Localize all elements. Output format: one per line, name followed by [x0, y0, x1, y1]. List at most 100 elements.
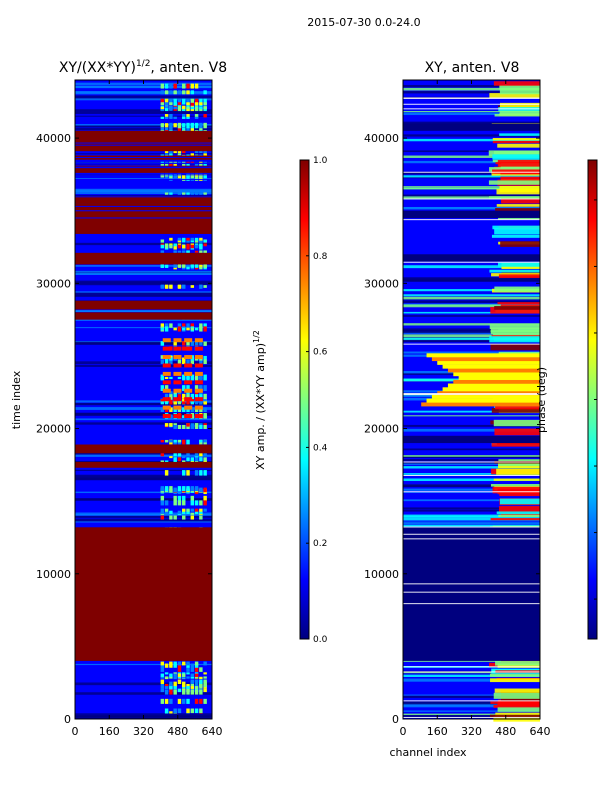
heatmap2-cell: [494, 228, 540, 235]
heatmap2-cell: [499, 185, 540, 192]
heatmap1-cell: [199, 122, 203, 129]
heatmap1-feature: [184, 338, 193, 343]
heatmap1-cell: [194, 98, 199, 105]
heatmap1-streak: [75, 682, 212, 686]
heatmap1-cell: [203, 688, 207, 693]
heatmap1-streak: [75, 291, 212, 293]
heatmap1-cell: [186, 698, 190, 704]
heatmap1-streak: [75, 713, 212, 716]
heatmap1-cell: [199, 284, 203, 289]
heatmap1-cell: [169, 711, 173, 714]
heatmap1-cell: [182, 407, 186, 413]
colorbar2-label: phase (deg): [535, 367, 548, 433]
heatmap1-cell: [173, 98, 177, 105]
heatmap2-flare: [431, 357, 540, 362]
heatmap1-cell: [169, 698, 173, 704]
heatmap1-cell: [199, 508, 203, 512]
heatmap2-cell: [501, 198, 540, 204]
heatmap1-cell: [199, 439, 203, 443]
heatmap2-streak: [403, 111, 540, 113]
panel1-ylabel: time index: [10, 370, 23, 429]
panel1-ytick-label: 30000: [36, 277, 71, 290]
heatmap1-cell: [169, 661, 173, 666]
heatmap2-cell: [489, 673, 540, 677]
heatmap2-streak: [403, 265, 540, 269]
heatmap2-streak: [403, 186, 540, 188]
heatmap2-streak: [403, 674, 540, 678]
heatmap1-cell: [160, 374, 165, 381]
heatmap1-cell: [177, 688, 182, 693]
heatmap1-cell: [182, 106, 186, 110]
heatmap2-cell: [499, 102, 540, 109]
heatmap1-cell: [173, 453, 177, 457]
heatmap1-cell: [194, 698, 199, 704]
heatmap2-streak: [403, 296, 540, 300]
colorbar1-tick-label: 0.6: [313, 348, 328, 358]
heatmap1-cell: [194, 457, 199, 462]
heatmap1-cell: [164, 398, 169, 405]
heatmap1-cell: [182, 127, 186, 132]
heatmap1-cell: [199, 470, 203, 476]
heatmap2-cell: [499, 85, 540, 90]
heatmap1-cell: [160, 108, 165, 112]
heatmap1-cell: [199, 679, 203, 684]
heatmap1-cell: [164, 98, 169, 105]
heatmap1-cell: [169, 663, 173, 668]
heatmap1-cell: [190, 98, 195, 105]
heatmap2-streak: [403, 300, 540, 303]
heatmap1-cell: [199, 453, 203, 457]
heatmap1-cell: [177, 192, 182, 195]
heatmap1-cell: [182, 83, 186, 89]
heatmap1-cell: [190, 424, 195, 429]
heatmap1-cell: [203, 323, 207, 328]
heatmap1-cell: [177, 284, 182, 289]
heatmap1-cell: [199, 237, 203, 241]
heatmap1-cell: [186, 102, 190, 106]
heatmap2-cell: [497, 159, 540, 167]
heatmap2-cell: [492, 225, 540, 230]
heatmap1-cell: [203, 374, 207, 381]
heatmap1-saturated-block: [75, 252, 212, 265]
heatmap1-cell: [164, 114, 169, 118]
heatmap2-streak: [403, 428, 540, 432]
heatmap1-cell: [160, 661, 165, 666]
heatmap2-white-line: [403, 97, 540, 99]
panel2-xtick-label: 640: [530, 725, 551, 738]
heatmap1-cell: [194, 708, 199, 714]
heatmap1-cell: [173, 456, 177, 459]
heatmap1-cell: [169, 407, 173, 413]
heatmap1-cell: [194, 393, 199, 400]
heatmap1-cell: [164, 672, 169, 675]
panel1-xtick-label: 160: [99, 725, 120, 738]
heatmap2-cell: [498, 217, 540, 220]
heatmap1-cell: [164, 106, 169, 110]
heatmap1-cell: [199, 676, 203, 680]
heatmap1-cell: [186, 439, 190, 445]
heatmap1-streak: [75, 461, 212, 463]
panel2-xtick-label: 160: [427, 725, 448, 738]
heatmap1-cell: [173, 327, 177, 331]
heatmap1-cell: [177, 673, 182, 677]
heatmap1-cell: [190, 663, 195, 668]
heatmap1-feature: [162, 363, 171, 368]
heatmap2-white-line: [403, 393, 540, 395]
heatmap2-streak: [403, 484, 540, 488]
heatmap1-cell: [182, 510, 186, 514]
heatmap1-cell: [186, 192, 190, 195]
heatmap1-feature: [194, 388, 203, 393]
heatmap1-feature: [194, 346, 203, 351]
heatmap2-cell: [495, 208, 540, 213]
heatmap2-cell: [491, 440, 540, 447]
heatmap2-dark-band: [403, 210, 540, 218]
heatmap1-cell: [160, 453, 165, 457]
heatmap1-cell: [164, 686, 169, 689]
heatmap1-cell: [169, 686, 173, 689]
heatmap1-cell: [199, 393, 203, 400]
heatmap1-streak: [75, 476, 212, 479]
heatmap1-cell: [169, 423, 173, 427]
heatmap1-cell: [173, 708, 177, 714]
heatmap1-cell: [186, 423, 190, 427]
heatmap1-line: [75, 205, 212, 207]
heatmap1-streak: [75, 361, 212, 365]
heatmap1-cell: [177, 244, 182, 249]
